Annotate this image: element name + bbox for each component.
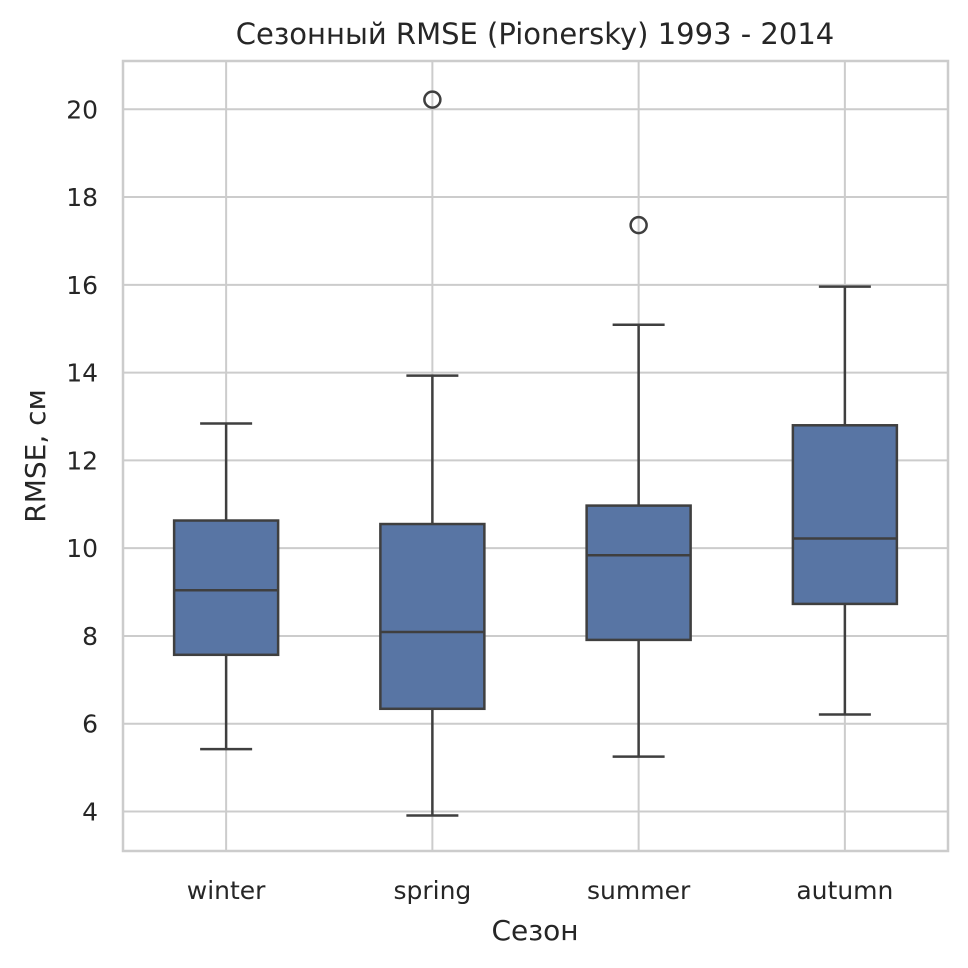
y-tick-label: 14 (66, 359, 98, 388)
y-tick-label: 12 (66, 446, 98, 475)
x-axis-label: Сезон (491, 914, 578, 947)
y-tick-label: 16 (66, 271, 98, 300)
box-layer (172, 90, 899, 817)
y-tick-label: 6 (82, 710, 98, 739)
tick-layer: 4 6 8 10 12 14 16 18 20 winter spring summer autumn (66, 95, 893, 905)
chart-title: Сезонный RMSE (Pionersky) 1993 - 2014 (236, 17, 834, 51)
box-group-autumn (791, 285, 899, 716)
y-tick-label: 4 (82, 798, 98, 827)
y-axis-label: RMSE, см (19, 389, 52, 522)
y-tick-label: 20 (66, 95, 98, 124)
x-tick-label-spring: spring (393, 876, 471, 905)
box-iqr (791, 424, 899, 606)
plot-frame (121, 59, 950, 853)
box-group-winter (172, 422, 280, 751)
x-tick-label-autumn: autumn (796, 876, 893, 905)
y-tick-label: 18 (66, 183, 98, 212)
outlier-point (423, 90, 442, 109)
box-group-summer (585, 215, 692, 758)
box-group-spring (379, 90, 486, 817)
x-tick-label-winter: winter (187, 876, 266, 905)
y-tick-label: 8 (82, 622, 98, 651)
box-iqr (585, 504, 692, 642)
box-iqr (379, 522, 486, 711)
outlier-point (629, 215, 648, 235)
y-tick-label: 10 (66, 534, 98, 563)
x-tick-label-summer: summer (587, 876, 691, 905)
box-iqr (172, 519, 280, 657)
